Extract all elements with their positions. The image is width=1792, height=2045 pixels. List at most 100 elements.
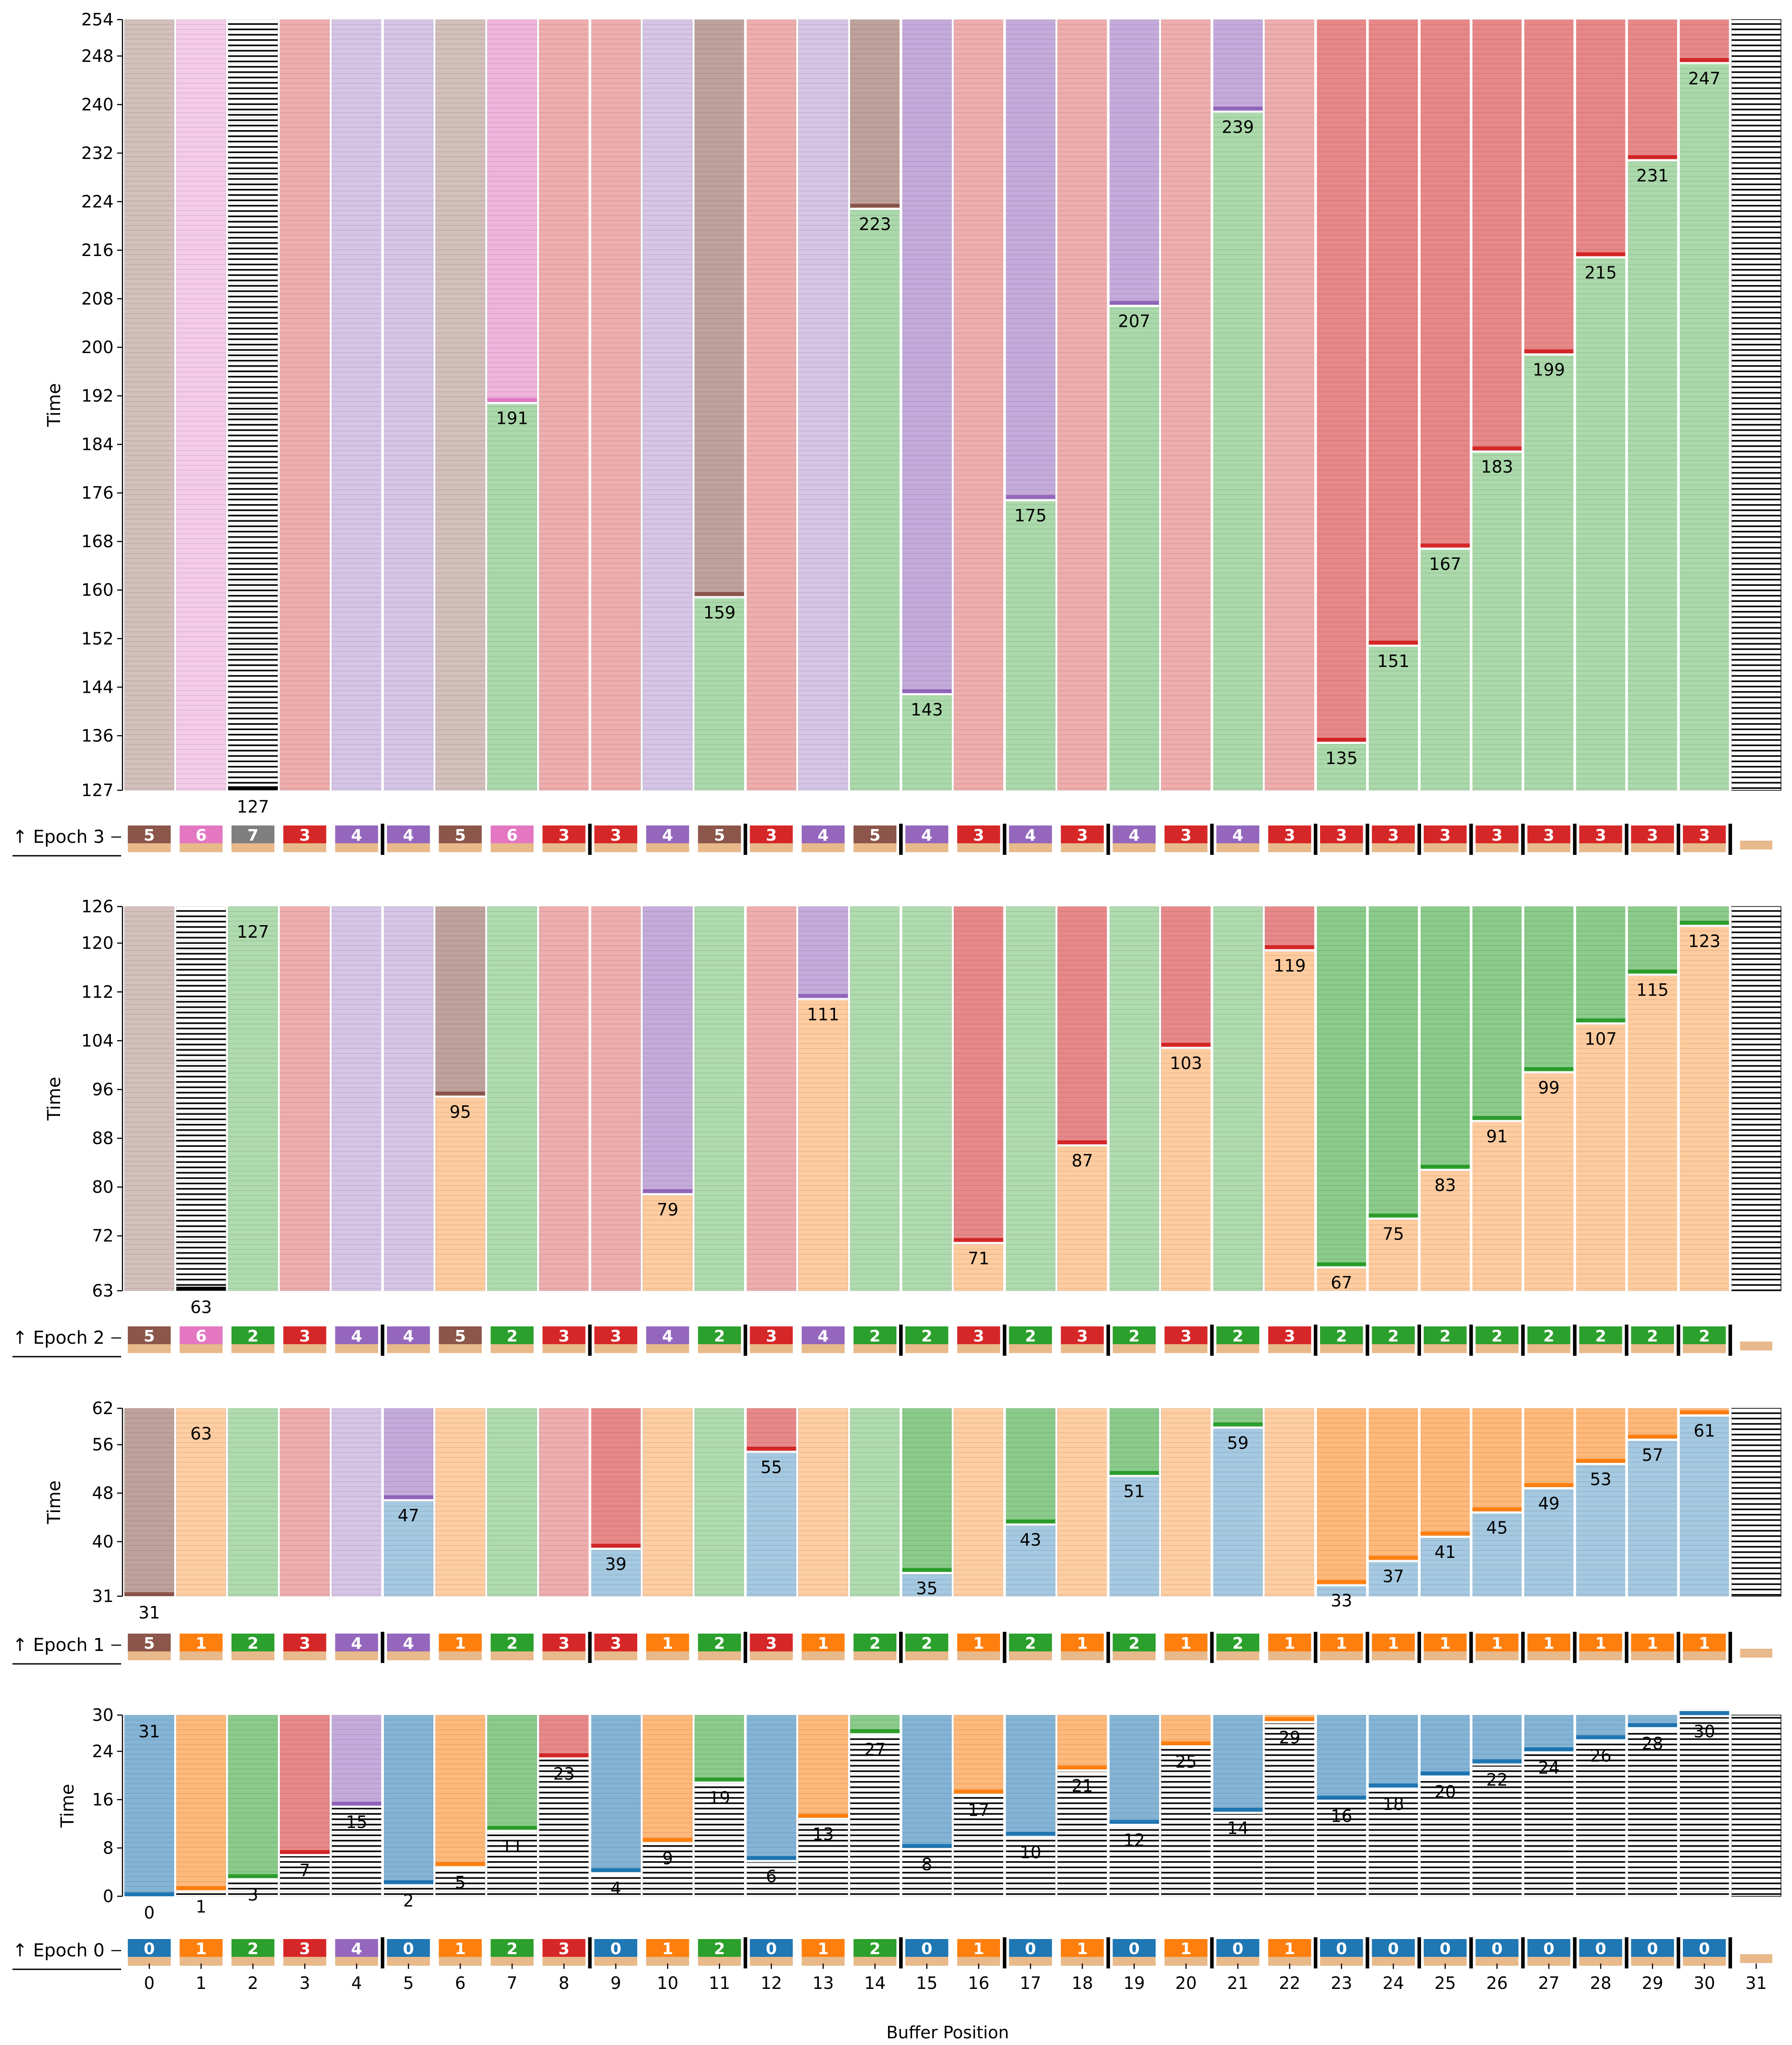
epoch-tag-base (490, 843, 534, 852)
buffer-column: 31 (124, 1408, 175, 1622)
epoch-tag (1320, 1939, 1363, 1957)
epoch-tag (957, 1634, 1000, 1651)
buffer-column (1161, 19, 1211, 791)
epoch-tag (179, 825, 223, 843)
epoch-tag-base (439, 1957, 482, 1966)
column-lower (1420, 1168, 1470, 1291)
buffer-column (798, 19, 848, 791)
insert-marker (643, 1189, 692, 1193)
x-tick-label: 12 (761, 1973, 782, 1993)
epoch-tag-label: 4 (351, 826, 362, 845)
insert-marker (1576, 252, 1626, 256)
y-tick-label: 104 (81, 1031, 114, 1050)
epoch-tag-label: 2 (714, 1327, 725, 1346)
column-lower (1057, 1144, 1108, 1291)
column-upper (1576, 906, 1626, 1023)
epoch-tag (1372, 1939, 1415, 1957)
insert-marker-edge (1472, 1511, 1522, 1514)
y-axis-label: Time (44, 1077, 65, 1121)
insert-marker-edge (1628, 1727, 1678, 1730)
epoch-tag (490, 1326, 534, 1344)
y-tick-label: 168 (81, 532, 114, 551)
column-label: 16 (1331, 1806, 1352, 1826)
column-upper (746, 1408, 797, 1451)
buffer-column (539, 906, 589, 1291)
epoch-tag (1061, 825, 1104, 843)
epoch-tag (231, 1326, 275, 1344)
epoch-tag (698, 825, 741, 843)
epoch-tag-label: 1 (195, 1634, 207, 1653)
epoch-tag-base (387, 1957, 430, 1966)
insert-marker (1109, 1471, 1159, 1475)
epoch-tag-label: 3 (610, 1634, 621, 1653)
epoch-tag-base (1009, 1957, 1052, 1966)
epoch-tag-base (1061, 843, 1104, 852)
epoch-tag (1475, 1634, 1519, 1651)
column-fill (746, 906, 797, 1291)
x-tick-label: 29 (1642, 1973, 1663, 1993)
epoch-tag (490, 1634, 534, 1651)
buffer-column: 151 (1368, 19, 1419, 791)
epoch-tag-base (594, 1344, 637, 1353)
buffer-column: 23 (539, 1715, 589, 1897)
epoch-tag-label: 0 (1491, 1940, 1503, 1958)
insert-marker-edge (1420, 1775, 1470, 1778)
y-tick-label: 224 (81, 192, 114, 211)
epoch-tag (1424, 1326, 1467, 1344)
column-fill (228, 906, 278, 1291)
epoch-tag-base (905, 1957, 949, 1966)
buffer-column: 43 (1005, 1408, 1056, 1597)
column-lower (953, 1241, 1004, 1291)
x-tick-label: 22 (1279, 1973, 1300, 1993)
column-label: 119 (1274, 956, 1306, 976)
insert-marker (1472, 1507, 1522, 1512)
buffer-column: 30 (1679, 1711, 1730, 1897)
y-tick-label: 40 (92, 1532, 114, 1551)
column-label: 8 (921, 1854, 932, 1874)
epoch-tag-base (335, 843, 378, 852)
column-upper (1368, 906, 1419, 1218)
epoch-tag-base (1579, 1957, 1622, 1966)
buffer-column: 231 (1627, 19, 1678, 791)
column-upper (694, 19, 745, 597)
buffer-column: 115 (1627, 906, 1678, 1291)
epoch-label: ↑ Epoch 1 (12, 1635, 105, 1655)
buffer-column (643, 19, 693, 791)
column-fill (850, 906, 900, 1291)
column-label: 215 (1584, 263, 1617, 283)
column-upper (1523, 1715, 1574, 1752)
epoch-tag-base (1061, 1344, 1104, 1353)
y-tick-label: 63 (92, 1281, 114, 1301)
insert-marker-edge (902, 693, 952, 695)
epoch-tag-label: 0 (1128, 1940, 1140, 1958)
epoch-tag-base (1631, 1344, 1674, 1353)
x-axis-label: Buffer Position (886, 2023, 1009, 2042)
epoch-tag-base (1268, 843, 1311, 852)
y-tick-label: 176 (81, 483, 114, 503)
insert-marker (1524, 349, 1574, 354)
epoch-tag-label: 3 (610, 1327, 621, 1346)
epoch-tag (387, 1939, 430, 1957)
column-upper (1472, 1715, 1522, 1764)
insert-marker (850, 203, 900, 208)
insert-marker (1213, 106, 1263, 111)
insert-marker-edge (746, 1860, 796, 1862)
column-fill (643, 19, 693, 791)
insert-marker (591, 1868, 641, 1872)
column-lower (487, 1830, 538, 1897)
buffer-column (850, 906, 900, 1291)
column-lower (1472, 1763, 1522, 1897)
epoch-tag-base (128, 1957, 171, 1966)
epoch-tag (439, 1634, 482, 1651)
epoch-tag-base (1061, 1957, 1104, 1966)
epoch-tag (698, 1634, 741, 1651)
epoch-tag-base (128, 1344, 171, 1353)
epoch-tag-label: 3 (1181, 826, 1192, 845)
epoch-tag-base (905, 1344, 949, 1353)
insert-marker (539, 1753, 589, 1757)
insert-marker-edge (124, 1896, 174, 1899)
epoch-tag (1424, 1939, 1467, 1957)
column-lower (1679, 61, 1730, 791)
epoch-tag (1061, 1634, 1104, 1651)
x-tick-label: 19 (1124, 1973, 1145, 1993)
